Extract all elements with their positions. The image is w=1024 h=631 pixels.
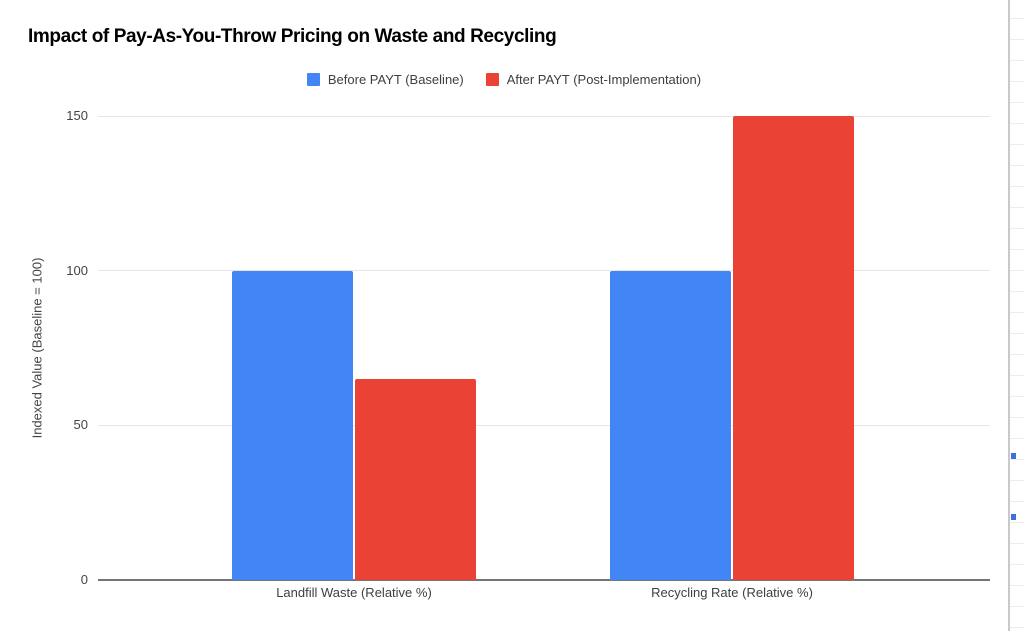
chart-right-border [1008, 0, 1010, 631]
legend-swatch-icon [485, 72, 499, 86]
chart-legend: Before PAYT (Baseline) After PAYT (Post-I… [0, 70, 1008, 88]
x-category-label: Landfill Waste (Relative %) [276, 585, 432, 600]
legend-item[interactable]: Before PAYT (Baseline) [306, 71, 464, 87]
y-tick-label: 50 [73, 417, 88, 433]
chart-bar[interactable] [355, 378, 476, 580]
y-tick-label: 150 [66, 108, 88, 123]
selection-handle [1011, 453, 1016, 459]
legend-label: After PAYT (Post-Implementation) [506, 71, 702, 87]
y-tick-label: 0 [80, 572, 88, 587]
chart-bar[interactable] [610, 270, 731, 580]
legend-label: Before PAYT (Baseline) [327, 71, 464, 87]
selection-handle [1011, 514, 1016, 520]
legend-item[interactable]: After PAYT (Post-Implementation) [485, 71, 702, 87]
x-axis-line [98, 579, 990, 581]
x-category-label: Recycling Rate (Relative %) [651, 585, 813, 600]
gridline [98, 115, 990, 117]
plot-area [98, 115, 990, 581]
chart-title: Impact of Pay-As-You-Throw Pricing on Wa… [28, 26, 557, 47]
y-axis-title: Indexed Value (Baseline = 100) [29, 257, 45, 439]
gridline [98, 424, 990, 426]
gridline [98, 270, 990, 272]
spreadsheet-edge [1010, 0, 1024, 631]
chart-bar[interactable] [232, 270, 353, 580]
legend-swatch-icon [306, 72, 320, 86]
y-tick-label: 100 [66, 262, 88, 278]
chart-bar[interactable] [733, 116, 854, 580]
